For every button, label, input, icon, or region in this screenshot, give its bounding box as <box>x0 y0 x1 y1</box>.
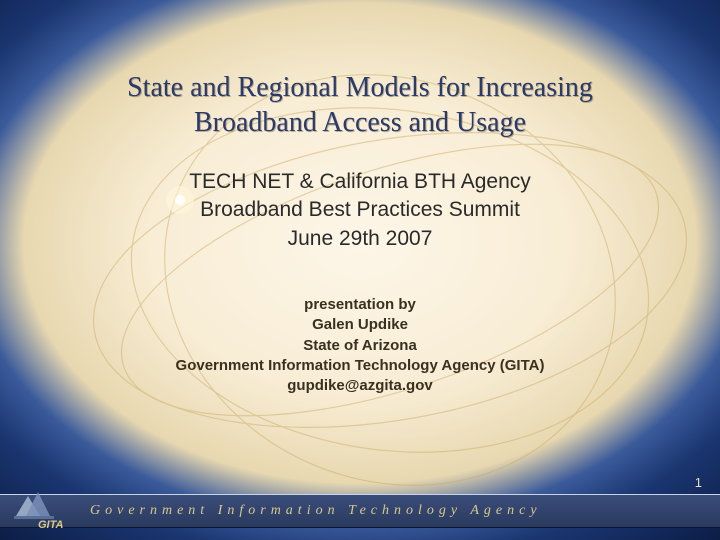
title-line-2: Broadband Access and Usage <box>194 107 526 138</box>
title-line-1: State and Regional Models for Increasing <box>127 72 593 103</box>
subtitle-line-2: Broadband Best Practices Summit <box>200 198 520 221</box>
logo-text: GITA <box>38 519 64 531</box>
gita-logo-icon: GITA <box>8 486 80 532</box>
presenter-block: presentation by Galen Updike State of Ar… <box>60 295 660 396</box>
subtitle-line-3: June 29th 2007 <box>288 227 433 250</box>
content-area: State and Regional Models for Increasing… <box>60 70 660 396</box>
slide-subtitle: TECH NET & California BTH Agency Broadba… <box>60 168 660 253</box>
slide: State and Regional Models for Increasing… <box>0 0 720 540</box>
footer-bar: Government Information Technology Agency <box>0 494 720 528</box>
presenter-line-1: presentation by <box>304 296 416 313</box>
slide-title: State and Regional Models for Increasing… <box>60 70 660 140</box>
subtitle-line-1: TECH NET & California BTH Agency <box>189 170 531 193</box>
presenter-line-3: State of Arizona <box>303 337 417 354</box>
presenter-line-5: gupdike@azgita.gov <box>287 377 432 394</box>
presenter-line-4: Government Information Technology Agency… <box>176 357 545 374</box>
page-number: 1 <box>695 475 702 490</box>
footer-org-text: Government Information Technology Agency <box>90 503 542 519</box>
presenter-line-2: Galen Updike <box>312 316 408 333</box>
